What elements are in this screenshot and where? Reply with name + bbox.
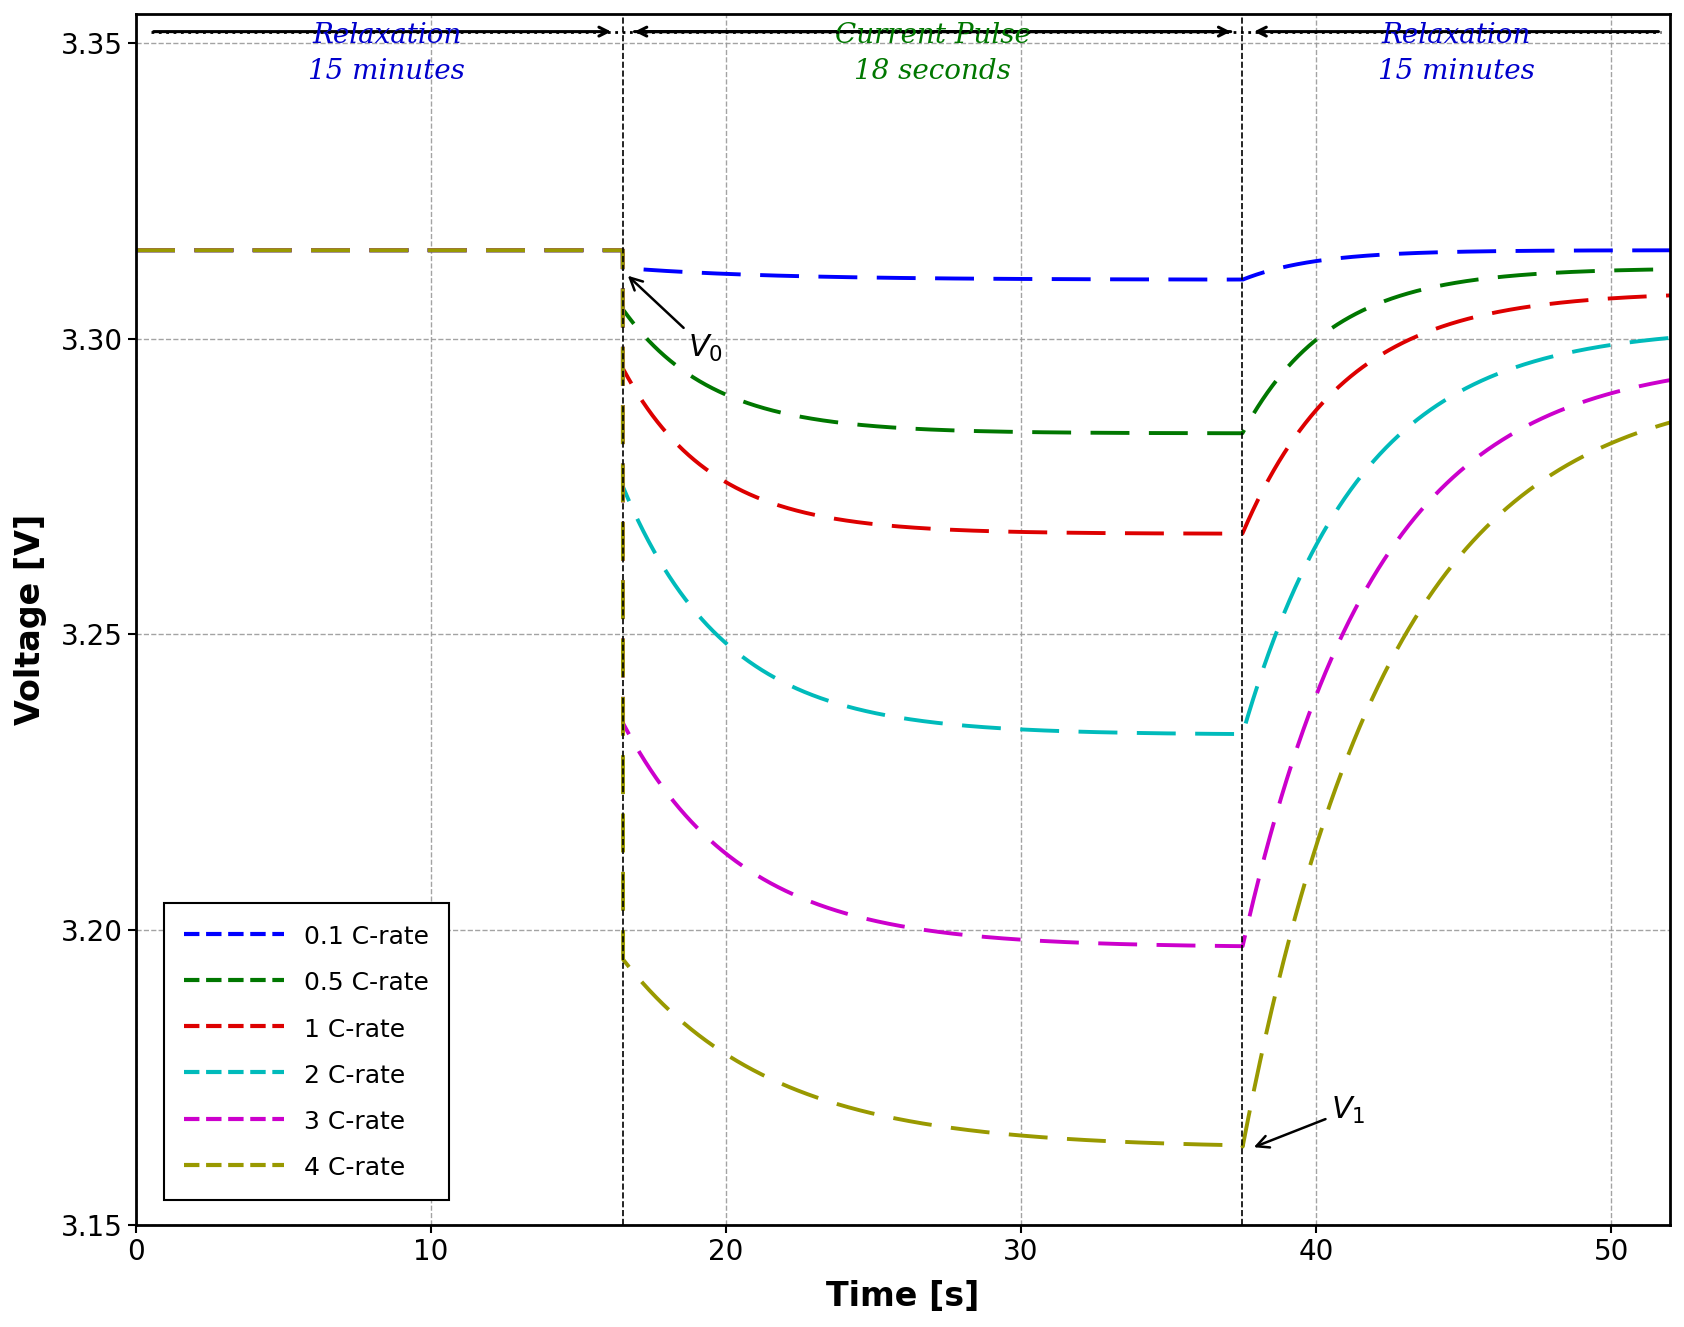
Text: $V_0$: $V_0$ [630,277,722,364]
3 C-rate [1388,532,1408,548]
Line: 2 C-rate: 2 C-rate [136,251,1671,734]
0.1 C-rate [1388,245,1408,261]
0.1 C-rate [1271,260,1292,276]
0.5 C-rate [1233,425,1253,441]
2 C-rate [1046,723,1066,739]
2 C-rate [404,243,424,259]
0.1 C-rate [1123,272,1143,288]
1 C-rate [1123,525,1143,541]
Text: $V_1$: $V_1$ [1256,1095,1366,1148]
0.1 C-rate [404,243,424,259]
0.5 C-rate [1271,366,1292,382]
0.5 C-rate [1388,288,1408,304]
0.1 C-rate [126,243,147,259]
1 C-rate [1271,450,1292,466]
3 C-rate [1046,934,1066,950]
4 C-rate [1233,1139,1253,1154]
3 C-rate [404,243,424,259]
4 C-rate [1123,1135,1143,1151]
Text: 15 minutes: 15 minutes [308,58,465,85]
0.1 C-rate [712,265,733,281]
0.1 C-rate [1660,243,1681,259]
2 C-rate [712,632,733,648]
2 C-rate [1233,726,1253,742]
0.5 C-rate [126,243,147,259]
3 C-rate [1271,790,1292,805]
1 C-rate [1233,525,1253,541]
2 C-rate [1271,613,1292,629]
3 C-rate [712,843,733,859]
2 C-rate [1123,725,1143,740]
1 C-rate [1388,337,1408,353]
Line: 3 C-rate: 3 C-rate [136,251,1671,946]
Line: 0.5 C-rate: 0.5 C-rate [136,251,1671,433]
4 C-rate [1271,963,1292,979]
Text: Relaxation: Relaxation [1381,23,1531,49]
Line: 0.1 C-rate: 0.1 C-rate [136,251,1671,280]
0.1 C-rate [1046,271,1066,287]
4 C-rate [126,243,147,259]
3 C-rate [1660,372,1681,387]
1 C-rate [1046,524,1066,540]
0.5 C-rate [712,385,733,401]
4 C-rate [712,1044,733,1060]
1 C-rate [1660,288,1681,304]
0.5 C-rate [404,243,424,259]
Y-axis label: Voltage [V]: Voltage [V] [13,514,47,725]
Line: 4 C-rate: 4 C-rate [136,251,1671,1147]
Text: 15 minutes: 15 minutes [1378,58,1534,85]
X-axis label: Time [s]: Time [s] [827,1281,980,1314]
Text: Relaxation: Relaxation [312,23,461,49]
1 C-rate [712,472,733,488]
Text: 18 seconds: 18 seconds [854,58,1010,85]
3 C-rate [1233,938,1253,954]
4 C-rate [1660,414,1681,430]
0.5 C-rate [1046,425,1066,441]
2 C-rate [1388,429,1408,445]
0.1 C-rate [1233,272,1253,288]
3 C-rate [126,243,147,259]
4 C-rate [404,243,424,259]
1 C-rate [126,243,147,259]
0.5 C-rate [1660,261,1681,277]
3 C-rate [1123,937,1143,953]
Line: 1 C-rate: 1 C-rate [136,251,1671,533]
2 C-rate [126,243,147,259]
4 C-rate [1388,641,1408,657]
1 C-rate [404,243,424,259]
4 C-rate [1046,1131,1066,1147]
Legend: 0.1 C-rate, 0.5 C-rate, 1 C-rate, 2 C-rate, 3 C-rate, 4 C-rate: 0.1 C-rate, 0.5 C-rate, 1 C-rate, 2 C-ra… [163,902,450,1201]
0.5 C-rate [1123,425,1143,441]
2 C-rate [1660,330,1681,346]
Text: Current Pulse: Current Pulse [835,23,1031,49]
